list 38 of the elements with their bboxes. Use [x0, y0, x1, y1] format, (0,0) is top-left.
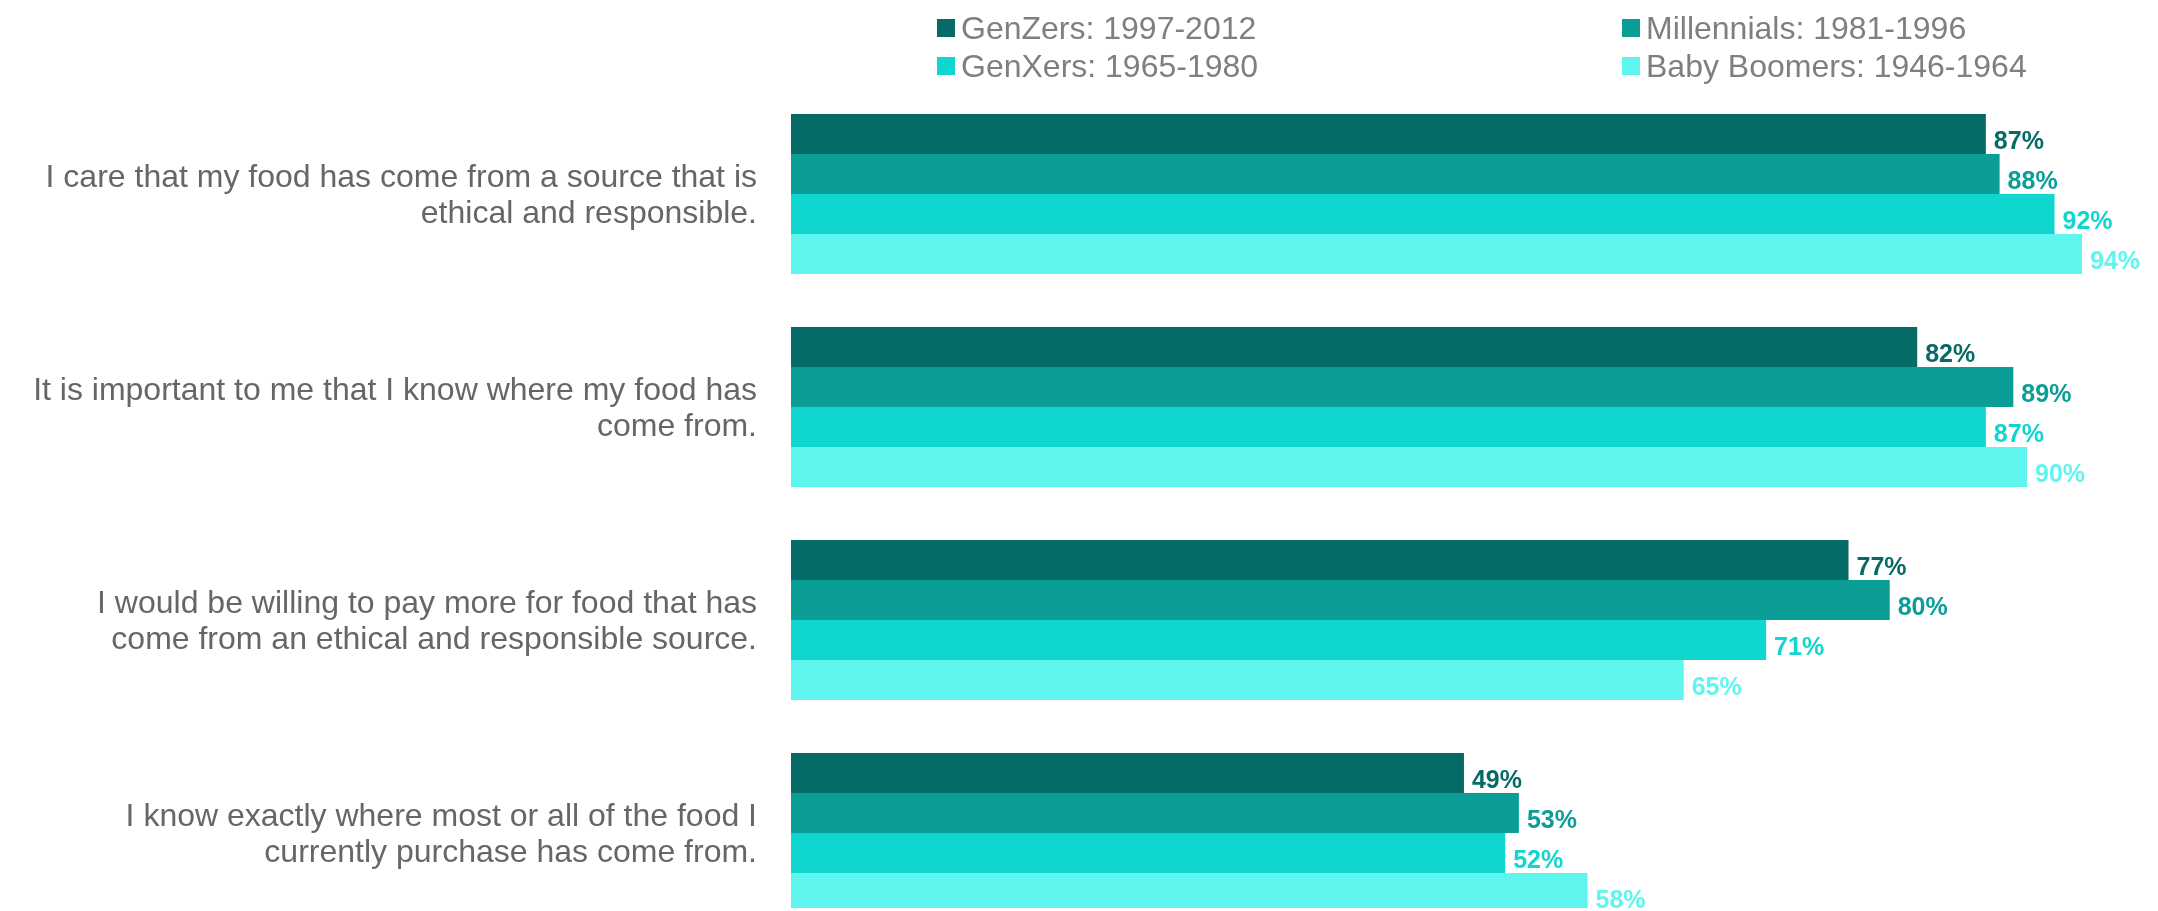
data-label: 49% — [1471, 765, 1523, 793]
y-tick-label: I would be willing to pay more for food that has come from an ethical and responsible source. — [97, 584, 757, 656]
data-label: 53% — [1526, 805, 1577, 833]
bar — [791, 234, 2082, 274]
bar — [791, 660, 1684, 700]
bar — [791, 367, 2014, 407]
bar — [791, 580, 1890, 620]
bar — [791, 194, 2055, 234]
bar — [791, 114, 1986, 154]
data-label: 77% — [1856, 552, 1907, 580]
bar — [791, 753, 1464, 793]
data-label: 92% — [2062, 206, 2113, 234]
data-label: 65% — [1691, 672, 1742, 700]
data-label: 82% — [1925, 339, 1976, 367]
data-label: 80% — [1897, 592, 1948, 620]
bar — [791, 407, 1986, 447]
legend-label: GenXers: 1965-1980 — [961, 48, 1259, 84]
data-label: 52% — [1513, 845, 1564, 873]
bar — [791, 540, 1849, 580]
legend-label: Millennials: 1981-1996 — [1646, 10, 1967, 46]
data-label: 89% — [2021, 379, 2072, 407]
bar — [791, 154, 2000, 194]
y-tick-label: I know exactly where most or all of the food I currently purchase has come from. — [125, 797, 757, 869]
data-label: 88% — [2007, 166, 2058, 194]
data-label: 90% — [2035, 459, 2086, 487]
y-tick-label: It is important to me that I know where my food has come from. — [33, 371, 757, 443]
bar — [791, 620, 1767, 660]
bar — [791, 327, 1918, 367]
data-label: 58% — [1595, 885, 1646, 911]
y-tick-label: I care that my food has come from a source that is ethical and responsible. — [45, 158, 757, 230]
bar — [791, 447, 2028, 487]
legend-label: GenZers: 1997-2012 — [961, 10, 1257, 46]
data-label: 87% — [1993, 419, 2044, 447]
legend-label: Baby Boomers: 1946-1964 — [1646, 48, 2027, 84]
data-label: 71% — [1774, 632, 1825, 660]
data-label: 94% — [2090, 246, 2141, 274]
bar — [791, 793, 1519, 833]
data-label: 87% — [1993, 126, 2044, 154]
